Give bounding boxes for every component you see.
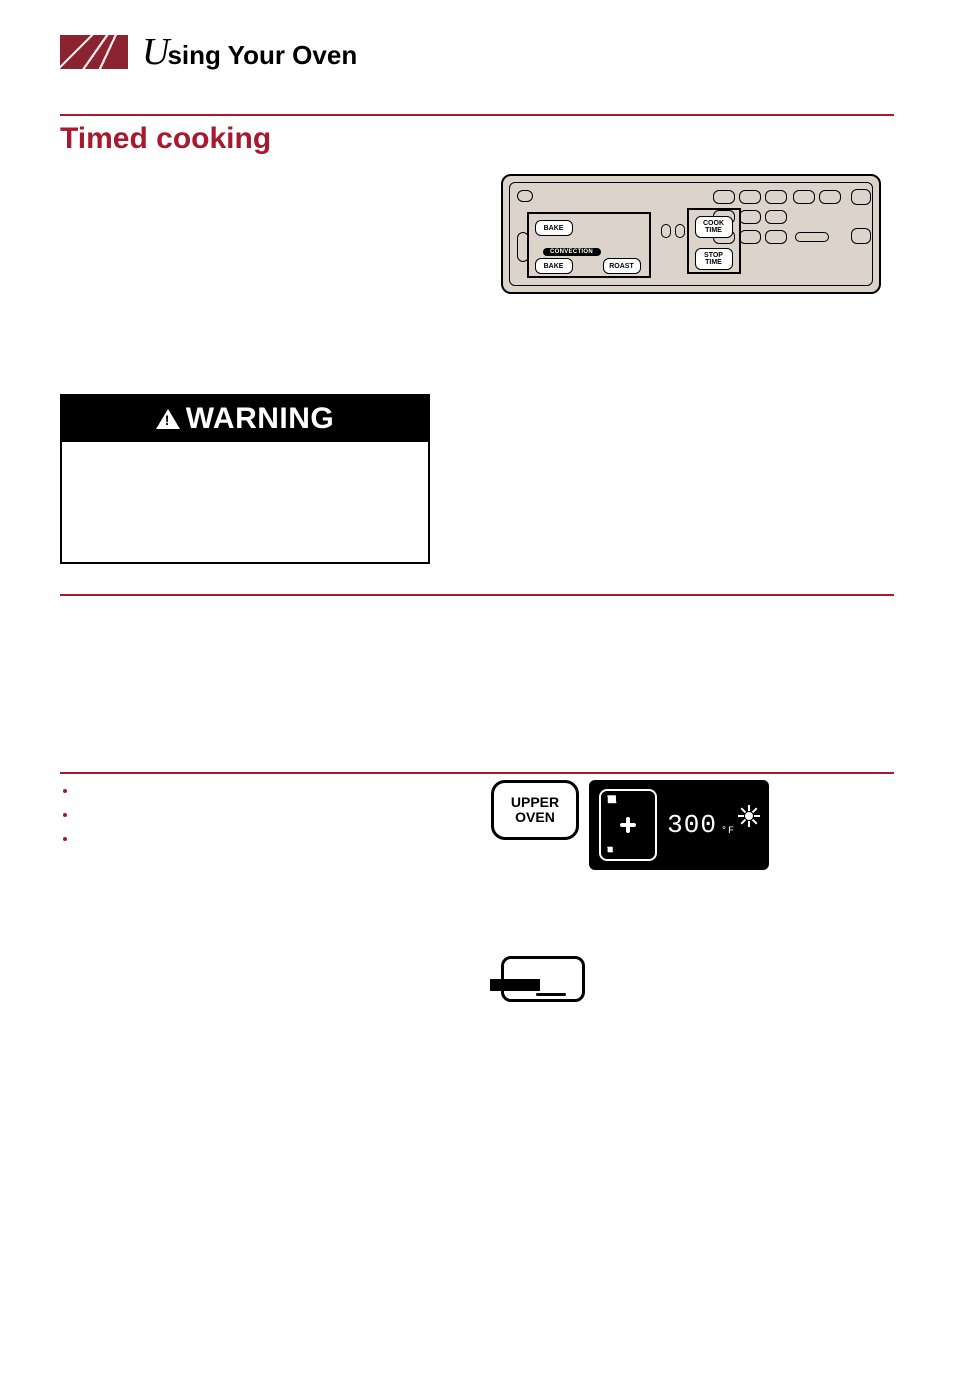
page-title-dropcap: U <box>142 31 169 73</box>
example-text-col <box>60 780 463 870</box>
panel-button <box>819 190 841 204</box>
display-temp-value: 300 <box>667 810 717 840</box>
example-illustration-col-2 <box>491 956 894 1002</box>
panel-button <box>739 190 761 204</box>
preheat-icon <box>739 806 759 826</box>
keypad-line <box>536 993 566 996</box>
warning-header: WARNING <box>62 396 428 442</box>
list-item <box>78 830 463 848</box>
list-item <box>78 782 463 800</box>
list-item <box>78 806 463 824</box>
example-text-col-2 <box>60 956 463 1002</box>
panel-button-wide <box>795 232 829 242</box>
bullet-list <box>78 782 463 848</box>
control-panel-column: BAKE CONVECTION BAKE ROAST COOK TIME STO… <box>487 174 894 564</box>
panel-button <box>517 190 533 202</box>
display-temp-unit: °F <box>721 826 735 837</box>
panel-button <box>661 224 671 238</box>
page-title: Using Your Oven <box>142 30 357 74</box>
panel-button <box>765 230 787 244</box>
panel-button <box>765 190 787 204</box>
page-title-text: sing Your Oven <box>167 40 357 70</box>
divider <box>60 594 894 596</box>
callout-cooking-modes <box>527 212 651 278</box>
warning-label: WARNING <box>186 402 335 436</box>
warning-body <box>62 442 428 562</box>
panel-button <box>793 190 815 204</box>
panel-button <box>675 224 685 238</box>
intro-text-column: WARNING <box>60 174 467 564</box>
intro-row: WARNING <box>60 174 894 564</box>
example-row-2 <box>60 956 894 1002</box>
upper-oven-pad-label: UPPER OVEN <box>511 795 559 826</box>
upper-oven-pad: UPPER OVEN <box>491 780 579 840</box>
control-panel-diagram: BAKE CONVECTION BAKE ROAST COOK TIME STO… <box>501 174 881 294</box>
panel-button <box>739 210 761 224</box>
panel-button <box>765 210 787 224</box>
display-temperature: 300 °F <box>667 810 759 840</box>
oven-display: ⲒⲒⲒⲒⲒⲒⲒ ⲓⲓⲓⲓⲓⲓⲓ 300 °F <box>589 780 769 870</box>
brand-logo <box>60 35 128 69</box>
fan-icon <box>620 817 636 833</box>
wavy-top: ⲒⲒⲒⲒⲒⲒⲒ <box>607 794 649 807</box>
wavy-bottom: ⲓⲓⲓⲓⲓⲓⲓ <box>607 843 649 856</box>
callout-time-pads <box>687 208 741 274</box>
warning-icon <box>156 409 180 429</box>
heat-fan-icon: ⲒⲒⲒⲒⲒⲒⲒ ⲓⲓⲓⲓⲓⲓⲓ <box>599 789 657 861</box>
panel-button <box>851 189 871 205</box>
divider <box>60 772 894 774</box>
panel-button <box>713 190 735 204</box>
page-header: Using Your Oven <box>60 30 894 74</box>
section-title: Timed cooking <box>60 122 894 156</box>
example-illustration-col: UPPER OVEN ⲒⲒⲒⲒⲒⲒⲒ ⲓⲓⲓⲓⲓⲓⲓ 300 °F <box>491 780 894 870</box>
panel-button <box>851 228 871 244</box>
divider <box>60 114 894 116</box>
panel-button <box>739 230 761 244</box>
example-row-1: UPPER OVEN ⲒⲒⲒⲒⲒⲒⲒ ⲓⲓⲓⲓⲓⲓⲓ 300 °F <box>60 780 894 870</box>
keypad-bar <box>490 979 540 991</box>
mid-text-block <box>60 602 894 772</box>
keypad-illustration <box>501 956 585 1002</box>
warning-box: WARNING <box>60 394 430 564</box>
